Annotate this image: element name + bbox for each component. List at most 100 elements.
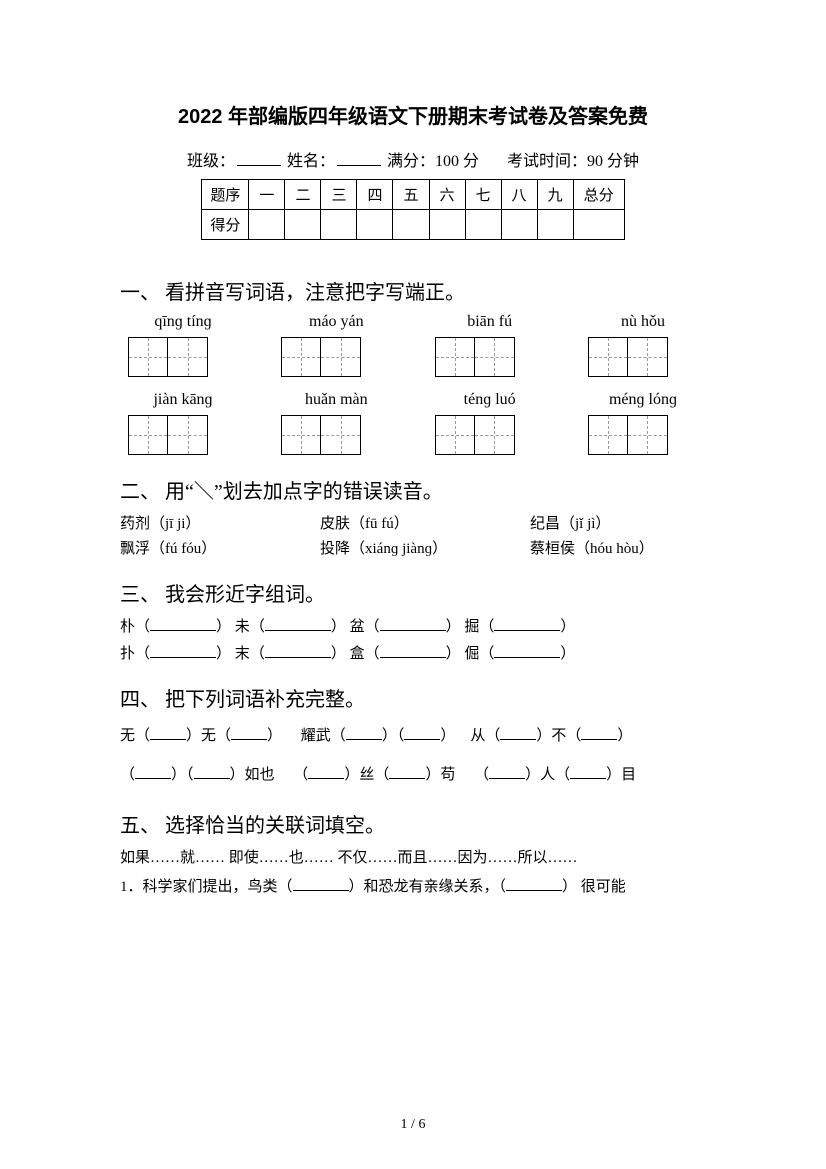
pinyin-label: ténɡ luó — [435, 391, 545, 409]
score-cell[interactable] — [321, 210, 357, 240]
col-2: 二 — [285, 180, 321, 210]
exam-page: 2022 年部编版四年级语文下册期末考试卷及答案免费 班级： 姓名： 满分：10… — [0, 0, 826, 1169]
q3-blank[interactable] — [380, 643, 446, 658]
score-cell[interactable] — [501, 210, 537, 240]
q3-blank[interactable] — [494, 616, 560, 631]
q5-blank[interactable] — [506, 876, 562, 891]
q2-cell: 飘浮（fú fóu） — [120, 537, 320, 558]
pinyin-item: qīnɡ tínɡ — [128, 313, 238, 377]
meta-line: 班级： 姓名： 满分：100 分 考试时间：90 分钟 — [120, 147, 706, 171]
q2-cell: 纪昌（jǐ jì） — [530, 512, 706, 533]
score-value-row: 得分 — [202, 210, 624, 240]
tianzige-box[interactable] — [128, 415, 238, 455]
q3-blank[interactable] — [150, 643, 216, 658]
q2-pinyin: （hóu hòu） — [575, 541, 654, 557]
pinyin-item: máo yán — [281, 313, 391, 377]
pinyin-item: huǎn màn — [281, 391, 391, 455]
q4-text: （ — [474, 767, 489, 783]
col-4: 四 — [357, 180, 393, 210]
score-cell[interactable] — [465, 210, 501, 240]
q4-blank[interactable] — [581, 725, 617, 740]
time-value: 90 分钟 — [587, 153, 639, 170]
q5-text: 1．科学家们提出，鸟类（ — [120, 879, 293, 895]
q2-word: 飘浮 — [120, 541, 150, 557]
score-cell[interactable] — [573, 210, 624, 240]
question-3: 三、 我会形近字组词。 朴（） 未（） 盆（） 掘（） 扑（） 末（） 盒（） … — [120, 578, 706, 663]
col-5: 五 — [393, 180, 429, 210]
score-cell[interactable] — [429, 210, 465, 240]
score-table: 题序 一 二 三 四 五 六 七 八 九 总分 得分 — [201, 179, 624, 240]
class-blank[interactable] — [237, 150, 281, 166]
q3-char: 盒 — [350, 646, 365, 662]
score-cell[interactable] — [285, 210, 321, 240]
q4-blank[interactable] — [135, 764, 171, 779]
q4-blank[interactable] — [570, 764, 606, 779]
q2-pinyin: （fú fóu） — [150, 541, 216, 557]
score-cell[interactable] — [537, 210, 573, 240]
q3-char: 盆 — [350, 619, 365, 635]
q5-blank[interactable] — [293, 876, 349, 891]
pinyin-label: jiàn kānɡ — [128, 391, 238, 409]
q3-blank[interactable] — [265, 616, 331, 631]
q3-blank[interactable] — [150, 616, 216, 631]
q2-pinyin: （jī ji） — [150, 516, 200, 532]
tianzige-box[interactable] — [435, 415, 545, 455]
q4-blank[interactable] — [194, 764, 230, 779]
q2-row: 药剂（jī ji） 皮肤（fū fú） 纪昌（jǐ jì） — [120, 512, 706, 533]
q4-text: ）（ — [382, 728, 405, 744]
q2-word: 药剂 — [120, 516, 150, 532]
tianzige-box[interactable] — [588, 337, 698, 377]
q2-cell: 蔡桓侯（hóu hòu） — [530, 537, 706, 558]
tianzige-box[interactable] — [435, 337, 545, 377]
q4-text: ）人（ — [525, 767, 570, 783]
tianzige-box[interactable] — [281, 415, 391, 455]
q4-text: ）不（ — [536, 728, 581, 744]
pinyin-item: ménɡ lónɡ — [588, 391, 698, 455]
q4-text: ）（ — [171, 767, 194, 783]
page-current: 1 — [401, 1117, 408, 1132]
pinyin-item: jiàn kānɡ — [128, 391, 238, 455]
page-footer: 1 / 6 — [0, 1117, 826, 1133]
pinyin-label: ménɡ lónɡ — [588, 391, 698, 409]
q4-blank[interactable] — [346, 725, 382, 740]
q3-char: 末 — [235, 646, 250, 662]
time-label: 考试时间： — [507, 153, 587, 170]
q4-text: 无（ — [120, 728, 150, 744]
q3-char: 未 — [235, 619, 250, 635]
q4-blank[interactable] — [389, 764, 425, 779]
score-cell[interactable] — [249, 210, 285, 240]
q4-line-2: （）（）如也 （）丝（）苟 （）人（）目 — [120, 761, 706, 790]
pinyin-label: qīnɡ tínɡ — [128, 313, 238, 331]
q1-heading: 一、 看拼音写词语，注意把字写端正。 — [120, 276, 706, 305]
q4-text: ）无（ — [186, 728, 231, 744]
q2-word: 蔡桓侯 — [530, 541, 575, 557]
q3-blank[interactable] — [494, 643, 560, 658]
q4-blank[interactable] — [404, 725, 440, 740]
q5-text: ）和恐龙有亲缘关系，（ — [349, 879, 507, 895]
q3-char: 朴 — [120, 619, 135, 635]
q3-char: 掘 — [464, 619, 479, 635]
q4-blank[interactable] — [231, 725, 267, 740]
q4-blank[interactable] — [150, 725, 186, 740]
q4-text: ）目 — [606, 767, 636, 783]
pinyin-label: biān fú — [435, 313, 545, 331]
tianzige-box[interactable] — [128, 337, 238, 377]
q4-blank[interactable] — [500, 725, 536, 740]
page-total: 6 — [418, 1117, 425, 1132]
score-cell[interactable] — [357, 210, 393, 240]
q4-text: （ — [293, 767, 308, 783]
q2-cell: 皮肤（fū fú） — [320, 512, 530, 533]
tianzige-box[interactable] — [281, 337, 391, 377]
q4-blank[interactable] — [308, 764, 344, 779]
score-cell[interactable] — [393, 210, 429, 240]
q2-heading: 二、 用“＼”划去加点字的错误读音。 — [120, 475, 706, 504]
tianzige-box[interactable] — [588, 415, 698, 455]
q2-word: 皮肤 — [320, 516, 350, 532]
question-5: 五、 选择恰当的关联词填空。 如果……就…… 即使……也…… 不仅……而且……因… — [120, 809, 706, 896]
fullscore-label: 满分： — [387, 153, 435, 170]
q4-line-1: 无（）无（） 耀武（）（） 从（）不（） — [120, 722, 706, 751]
name-blank[interactable] — [337, 150, 381, 166]
q3-blank[interactable] — [265, 643, 331, 658]
q4-blank[interactable] — [489, 764, 525, 779]
q3-blank[interactable] — [380, 616, 446, 631]
